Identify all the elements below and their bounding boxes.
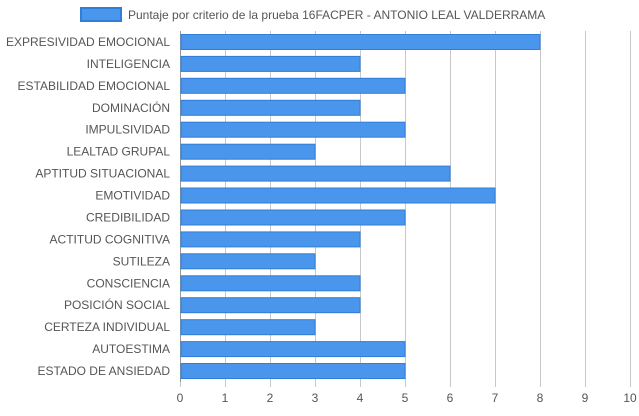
y-tick-label: ESTABILIDAD EMOCIONAL — [18, 79, 171, 93]
y-tick-label: CERTEZA INDIVIDUAL — [44, 320, 170, 334]
x-tick-label: 0 — [177, 391, 184, 405]
y-tick-label: POSICIÓN SOCIAL — [64, 297, 170, 312]
y-tick-label: CONSCIENCIA — [87, 276, 170, 290]
legend-swatch — [80, 7, 122, 22]
bar[interactable] — [180, 209, 406, 226]
x-axis-labels: 0 1 2 3 4 5 6 7 8 9 10 — [177, 391, 637, 405]
bar[interactable] — [180, 99, 361, 116]
bar[interactable] — [180, 231, 361, 248]
bar[interactable] — [180, 143, 316, 160]
bar[interactable] — [180, 77, 406, 94]
bar[interactable] — [180, 34, 541, 50]
legend-label: Puntaje por criterio de la prueba 16FACP… — [128, 8, 545, 22]
y-tick-label: CREDIBILIDAD — [86, 211, 170, 225]
y-tick-label: DOMINACIÓN — [92, 100, 170, 115]
x-tick-label: 6 — [447, 391, 454, 405]
x-tick-label: 2 — [267, 391, 274, 405]
x-tick-label: 10 — [623, 391, 637, 405]
bar[interactable] — [180, 165, 451, 182]
x-tick-label: 4 — [357, 391, 364, 405]
bar[interactable] — [180, 363, 406, 379]
bar[interactable] — [180, 297, 361, 314]
y-tick-label: ACTITUD COGNITIVA — [50, 232, 170, 246]
x-tick-label: 8 — [537, 391, 544, 405]
x-tick-label: 1 — [222, 391, 229, 405]
y-tick-label: ESTADO DE ANSIEDAD — [38, 364, 171, 378]
bars — [180, 34, 541, 379]
bar[interactable] — [180, 55, 361, 72]
bar[interactable] — [180, 341, 406, 358]
x-tick-label: 9 — [582, 391, 589, 405]
x-tick-label: 3 — [312, 391, 319, 405]
y-tick-label: EMOTIVIDAD — [95, 189, 170, 203]
y-tick-label: SUTILEZA — [113, 254, 170, 268]
x-tick-label: 5 — [402, 391, 409, 405]
y-tick-label: IMPULSIVIDAD — [85, 123, 170, 137]
y-tick-label: LEALTAD GRUPAL — [67, 145, 171, 159]
y-axis-labels: EXPRESIVIDAD EMOCIONAL INTELIGENCIA ESTABI… — [6, 35, 170, 378]
x-tick-label: 7 — [492, 391, 499, 405]
y-tick-label: AUTOESTIMA — [92, 342, 170, 356]
bar[interactable] — [180, 319, 316, 336]
y-tick-label: INTELIGENCIA — [87, 57, 170, 71]
bar[interactable] — [180, 253, 316, 270]
bar[interactable] — [180, 275, 361, 292]
bar[interactable] — [180, 121, 406, 138]
y-tick-label: EXPRESIVIDAD EMOCIONAL — [6, 35, 170, 49]
bar[interactable] — [180, 187, 496, 204]
legend[interactable]: Puntaje por criterio de la prueba 16FACP… — [80, 7, 545, 22]
y-tick-label: APTITUD SITUACIONAL — [35, 167, 170, 181]
